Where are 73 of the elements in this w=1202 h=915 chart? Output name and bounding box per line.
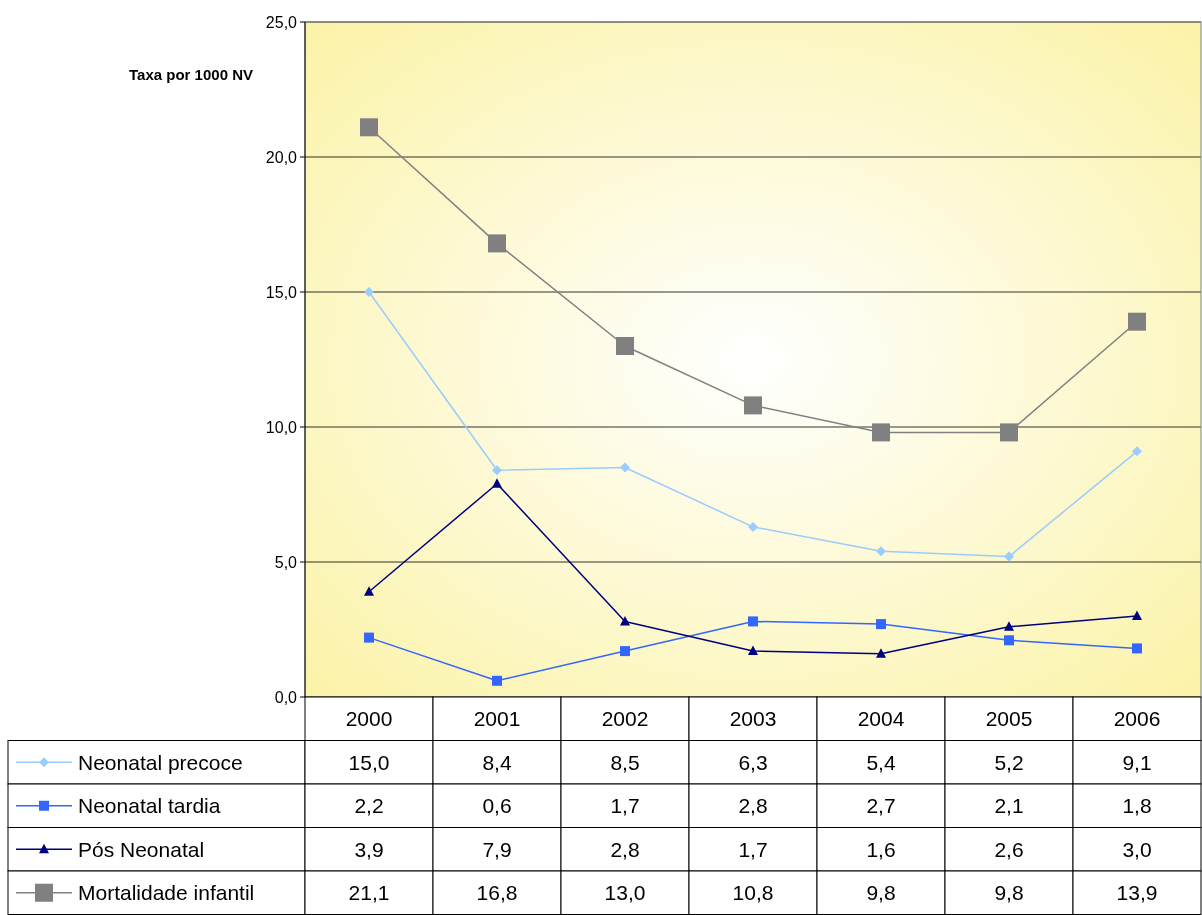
x-tick-label: 2006: [1113, 707, 1161, 731]
legend-label: Mortalidade infantil: [78, 881, 255, 905]
data-label: 3,0: [1122, 837, 1152, 861]
point: [1132, 446, 1142, 457]
point: [1004, 621, 1014, 631]
data-label: 6,3: [738, 750, 768, 774]
data-label: 5,2: [994, 750, 1024, 774]
data-label: 8,4: [482, 750, 512, 774]
data-label: 1,6: [866, 837, 896, 861]
point: [360, 118, 378, 137]
x-tick-label: 2003: [729, 707, 777, 731]
point: [620, 646, 630, 657]
legend-label: Pós Neonatal: [78, 837, 205, 861]
data-label: 3,9: [354, 837, 384, 861]
y-tick-label: 15,0: [265, 283, 298, 301]
point: [488, 234, 506, 253]
x-tick-label: 2002: [601, 707, 649, 731]
point: [364, 287, 374, 297]
point: [1128, 312, 1146, 331]
data-label: 9,8: [866, 881, 896, 905]
point: [364, 632, 374, 643]
data-label: 1,7: [610, 794, 640, 818]
point: [876, 648, 886, 658]
point: [364, 586, 374, 596]
point: [748, 521, 758, 532]
data-label: 1,7: [738, 837, 768, 861]
data-label: 7,9: [482, 837, 512, 861]
x-tick-label: 2004: [857, 707, 905, 731]
y-axis-title: Taxa por 1000 NV: [129, 66, 253, 83]
point: [1004, 551, 1014, 562]
point: [748, 616, 758, 627]
point: [1004, 635, 1014, 646]
y-tick-label: 0,0: [274, 688, 298, 706]
data-label: 2,7: [866, 794, 896, 818]
data-label: 2,8: [738, 794, 768, 818]
point: [876, 546, 886, 557]
data-label: 9,8: [994, 881, 1024, 905]
point: [1000, 423, 1018, 442]
x-tick-label: 2001: [473, 707, 521, 731]
y-tick-label: 10,0: [265, 418, 298, 436]
legend-label: Neonatal tardia: [78, 794, 221, 818]
data-label: 2,1: [994, 794, 1024, 818]
point: [876, 619, 886, 630]
data-label: 2,8: [610, 837, 640, 861]
point: [616, 337, 634, 355]
point: [1132, 610, 1142, 620]
point: [872, 423, 890, 442]
point: [1132, 643, 1142, 654]
point: [492, 675, 502, 686]
data-label: 2,2: [354, 794, 384, 818]
data-label: 1,8: [1122, 794, 1152, 818]
point: [492, 478, 502, 488]
x-tick-label: 2005: [985, 707, 1033, 731]
data-label: 0,6: [482, 794, 512, 818]
x-tick-label: 2000: [345, 707, 393, 731]
y-tick-label: 5,0: [274, 553, 298, 571]
point: [744, 396, 762, 415]
data-label: 21,1: [348, 881, 390, 905]
data-label: 16,8: [476, 881, 518, 905]
data-label: 8,5: [610, 750, 640, 774]
y-tick-label: 25,0: [265, 13, 298, 31]
data-label: 9,1: [1122, 750, 1152, 774]
data-label: 2,6: [994, 837, 1024, 861]
y-tick-label: 20,0: [265, 148, 298, 166]
point: [748, 645, 758, 656]
data-label: 13,0: [604, 881, 646, 905]
point: [620, 462, 630, 473]
legend-label: Neonatal precoce: [78, 750, 243, 774]
data-label: 15,0: [348, 750, 390, 774]
data-label: 10,8: [732, 881, 774, 905]
data-label: 5,4: [866, 750, 896, 774]
data-label: 13,9: [1116, 881, 1158, 905]
point: [492, 465, 502, 476]
